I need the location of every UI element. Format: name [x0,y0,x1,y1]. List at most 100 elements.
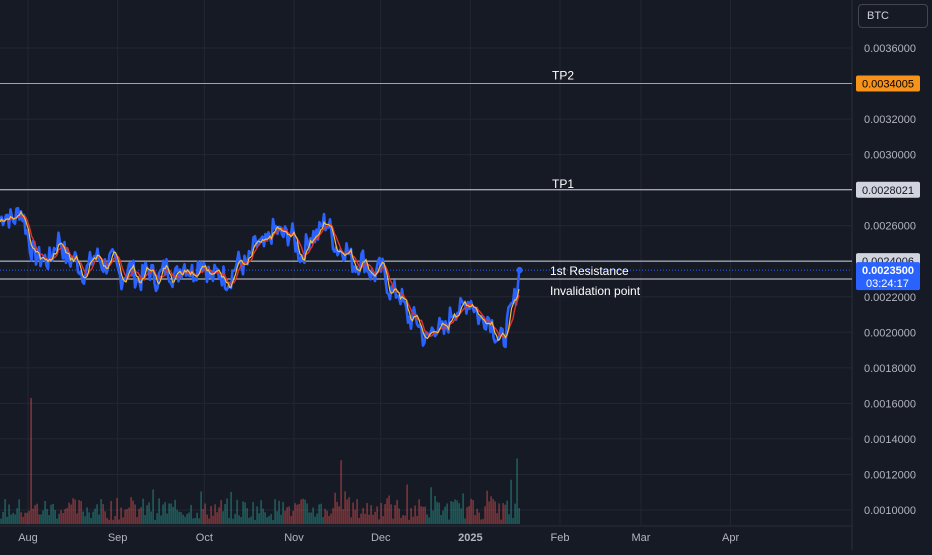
volume-bar [22,516,24,524]
volume-bar [496,513,498,524]
volume-bar [340,460,342,524]
level-price-tag-text: 0.0028021 [862,185,914,197]
volume-bar [72,498,74,524]
volume-bar [122,517,124,524]
level-price-tag-bg [856,75,920,92]
volume-bar [116,498,118,524]
volume-bar [282,501,284,524]
volume-bar [208,518,210,524]
volume-bar [246,508,248,524]
volume-bar [58,513,60,524]
volume-bar [198,518,200,524]
volume-bar [216,512,218,524]
volume-bar [98,514,100,524]
volume-bar [446,503,448,524]
volume-bar [192,518,194,524]
volume-bar [30,398,32,524]
volume-bar [472,500,474,524]
level-price-tag-bg [856,181,920,198]
volume-bar [308,512,310,524]
volume-bar [200,491,202,524]
level-price-tag[interactable]: 0.0034005 [856,75,920,92]
volume-bar [26,512,28,524]
volume-bar [368,514,370,524]
volume-bar [388,495,390,524]
volume-bars [0,398,520,524]
y-tick-label: 0.0026000 [864,221,916,233]
volume-bar [46,509,48,524]
volume-bar [96,504,98,524]
volume-bar [512,517,514,524]
y-tick-label: 0.0010000 [864,505,916,517]
volume-bar [240,517,242,524]
volume-bar [136,517,138,524]
x-tick-label: Mar [631,532,650,544]
volume-bar [362,508,364,524]
volume-bar [244,502,246,524]
volume-bar [218,507,220,524]
volume-bar [34,505,36,524]
volume-bar [206,514,208,524]
volume-bar [226,498,228,524]
volume-bar [490,496,492,524]
volume-bar [376,506,378,524]
volume-bar [444,506,446,524]
volume-bar [24,512,26,524]
volume-bar [102,504,104,524]
volume-bar [130,497,132,524]
volume-bar [408,519,410,524]
y-tick-label: 0.0018000 [864,363,916,375]
moving-average-red-line [0,214,520,339]
y-tick-label: 0.0032000 [864,114,916,126]
x-tick-label: Apr [722,532,739,544]
volume-bar [264,512,266,524]
volume-bar [254,519,256,524]
x-tick-label: Aug [18,532,38,544]
volume-bar [486,490,488,524]
volume-bar [360,513,362,524]
volume-bar [90,517,92,524]
volume-bar [338,506,340,524]
volume-bar [230,491,232,524]
volume-bar [36,503,38,524]
volume-bar [468,506,470,524]
volume-bar [274,499,276,524]
volume-bar [416,515,418,524]
volume-bar [180,512,182,524]
level-price-tag[interactable]: 0.0028021 [856,181,920,198]
x-tick-label: Dec [371,532,391,544]
volume-bar [12,512,14,524]
volume-bar [270,514,272,524]
volume-bar [262,508,264,524]
volume-bar [256,506,258,524]
volume-bar [156,513,158,524]
volume-bar [16,508,18,524]
volume-bar [404,515,406,524]
volume-bar [2,511,4,524]
volume-bar [420,506,422,524]
volume-bar [380,502,382,524]
y-tick-label: 0.0012000 [864,469,916,481]
volume-bar [250,516,252,524]
volume-bar [38,514,40,524]
y-tick-label: 0.0030000 [864,150,916,162]
volume-bar [166,513,168,524]
volume-bar [504,504,506,524]
x-tick-label: Feb [551,532,570,544]
x-tick-label: Oct [196,532,213,544]
volume-bar [84,516,86,524]
volume-bar [394,505,396,524]
volume-bar [316,513,318,524]
volume-bar [74,499,76,524]
volume-bar [78,500,80,524]
volume-bar [100,499,102,524]
currency-button[interactable]: BTC [858,4,928,28]
volume-bar [478,512,480,524]
volume-bar [330,513,332,524]
volume-bar [492,499,494,524]
x-tick-label: Sep [108,532,128,544]
volume-bar [82,511,84,524]
